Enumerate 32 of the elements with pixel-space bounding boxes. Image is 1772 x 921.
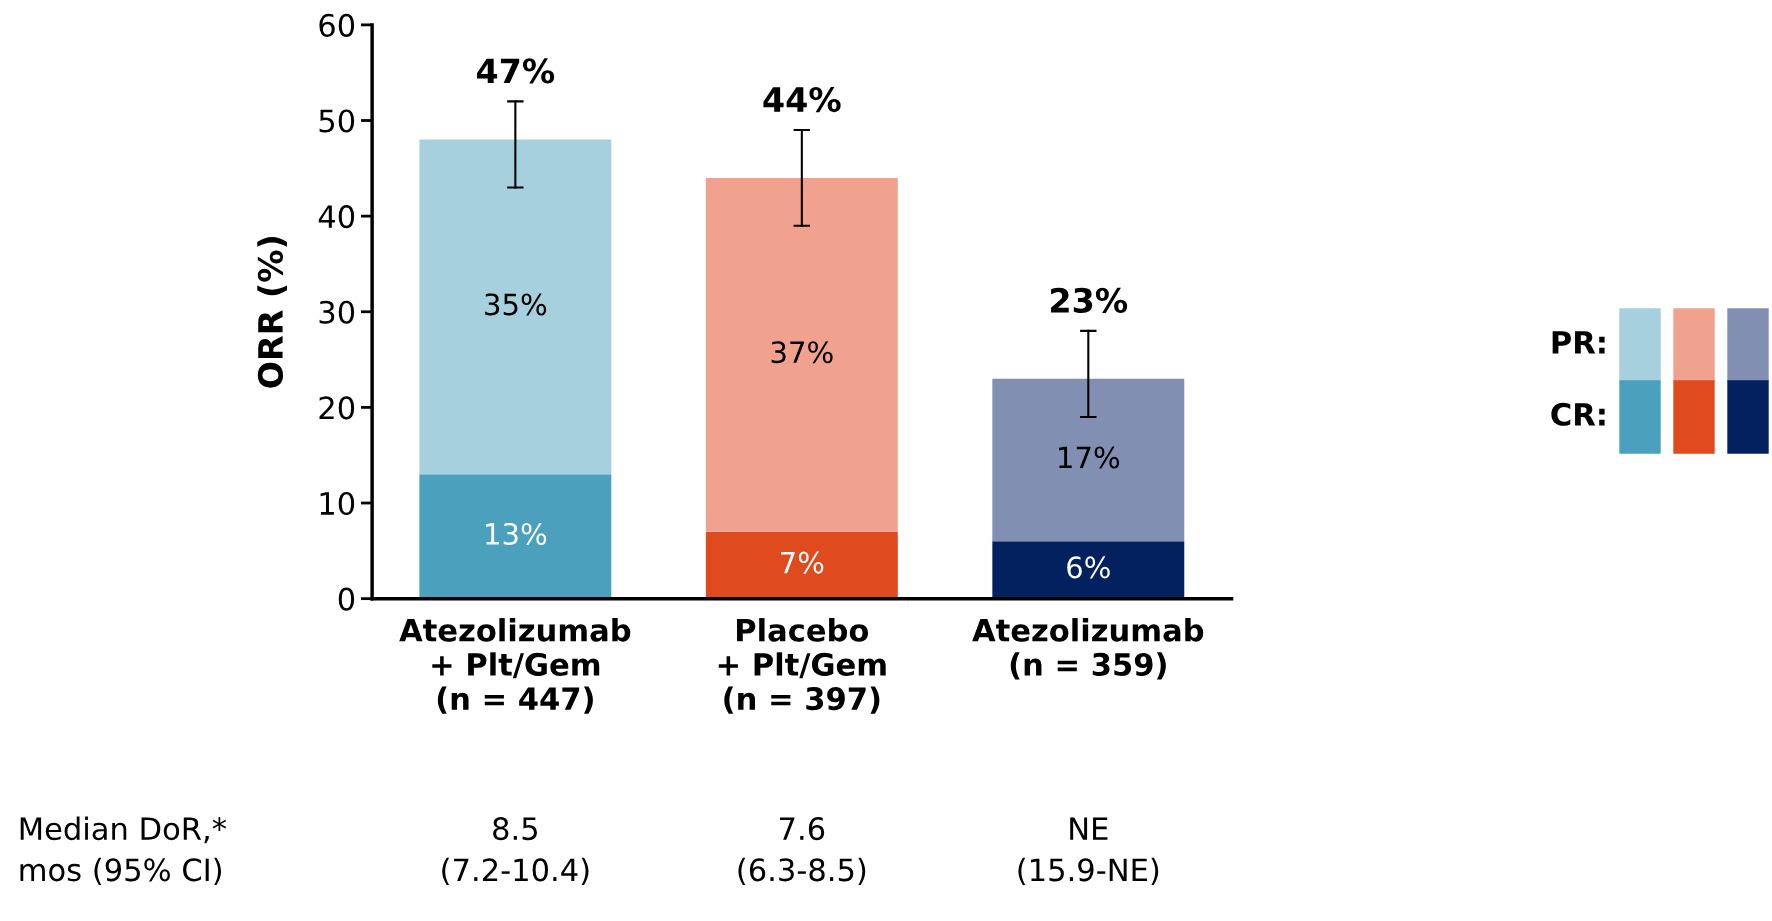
y-tick-label: 30: [319, 300, 355, 324]
y-tick-label: 50: [319, 109, 355, 133]
y-axis-title: ORR (%): [257, 237, 287, 388]
x-tick-label: Placebo + Plt/Gem (n = 397): [718, 618, 886, 714]
data-label: 13%: [486, 522, 547, 545]
data-label: 35%: [485, 293, 547, 316]
text: 7.6 (6.3-8.5): [738, 817, 866, 885]
data-label: 37%: [771, 341, 833, 364]
legend-label: CR:: [1551, 402, 1605, 426]
data-label: 17%: [1059, 446, 1120, 469]
text: NE (15.9-NE): [1018, 817, 1159, 885]
x-tick-label: Atezolizumab + Plt/Gem (n = 447): [399, 618, 631, 714]
y-tick-label: 60: [319, 13, 355, 37]
data-label: 6%: [1067, 556, 1110, 579]
legend-label: PR:: [1552, 331, 1605, 354]
bar: [705, 177, 898, 532]
data-label: 7%: [781, 551, 824, 574]
y-tick-label: 40: [318, 205, 355, 229]
bar: [992, 541, 1185, 599]
bar: [705, 531, 898, 599]
bar: [419, 139, 612, 475]
total-label: 44%: [763, 86, 841, 113]
total-label: 47%: [476, 58, 555, 84]
text: Median DoR,* mos (95% CI): [20, 816, 227, 885]
bar: [992, 378, 1185, 542]
text: 8.5 (7.2-10.4): [442, 817, 589, 885]
y-tick-label: 0: [338, 587, 355, 611]
x-tick-label: Atezolizumab (n = 359): [972, 618, 1204, 680]
bar: [419, 474, 612, 599]
y-tick-label: 10: [320, 491, 355, 516]
y-tick-label: 20: [319, 396, 355, 420]
total-label: 23%: [1051, 287, 1128, 313]
